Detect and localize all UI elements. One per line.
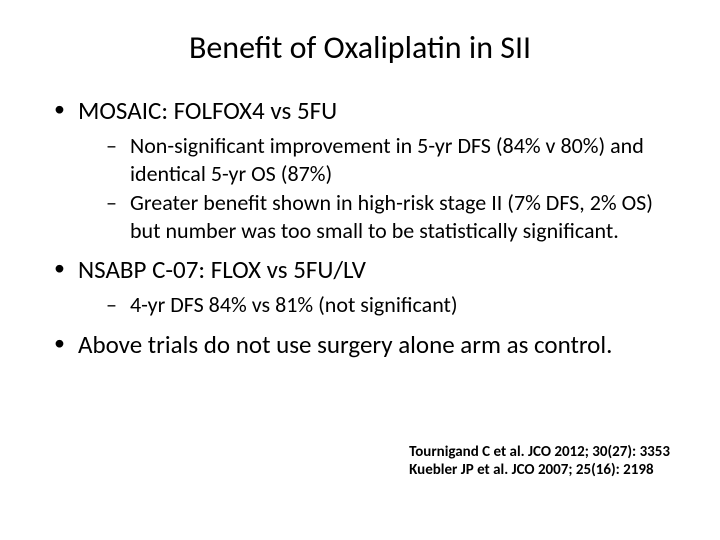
sub-list: 4-yr DFS 84% vs 81% (not significant) bbox=[78, 291, 680, 319]
sub-list: Non-significant improvement in 5-yr DFS … bbox=[78, 132, 680, 244]
slide-title: Benefit of Oxaliplatin in SII bbox=[40, 28, 680, 67]
sub-bullet: Non-significant improvement in 5-yr DFS … bbox=[106, 132, 680, 187]
citations-block: Tournigand C et al. JCO 2012; 30(27): 33… bbox=[409, 443, 670, 481]
citation-line: Kuebler JP et al. JCO 2007; 25(16): 2198 bbox=[409, 461, 670, 480]
bullet-text: NSABP C-07: FLOX vs 5FU/LV bbox=[78, 254, 366, 285]
bullet-item-summary: Above trials do not use surgery alone ar… bbox=[52, 329, 680, 360]
bullet-item-nsabp: NSABP C-07: FLOX vs 5FU/LV 4-yr DFS 84% … bbox=[52, 254, 680, 319]
bullet-text: Above trials do not use surgery alone ar… bbox=[78, 329, 612, 360]
bullet-text: MOSAIC: FOLFOX4 vs 5FU bbox=[78, 95, 337, 126]
citation-line: Tournigand C et al. JCO 2012; 30(27): 33… bbox=[409, 443, 670, 462]
bullet-list: MOSAIC: FOLFOX4 vs 5FU Non-significant i… bbox=[40, 95, 680, 360]
slide: Benefit of Oxaliplatin in SII MOSAIC: FO… bbox=[0, 0, 720, 540]
sub-bullet: Greater benefit shown in high-risk stage… bbox=[106, 189, 680, 244]
sub-bullet: 4-yr DFS 84% vs 81% (not significant) bbox=[106, 291, 680, 319]
bullet-item-mosaic: MOSAIC: FOLFOX4 vs 5FU Non-significant i… bbox=[52, 95, 680, 244]
